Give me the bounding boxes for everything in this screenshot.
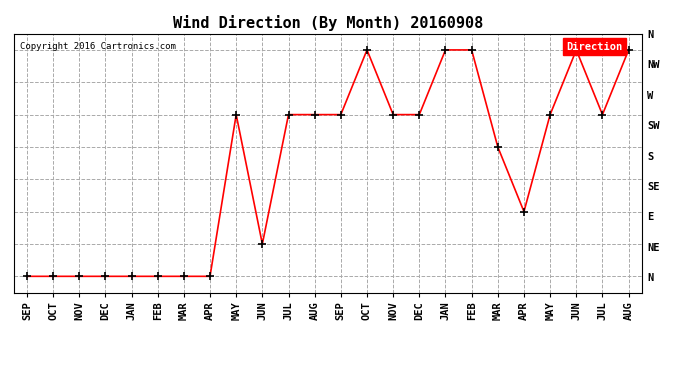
Text: Direction: Direction [566, 42, 623, 51]
Title: Wind Direction (By Month) 20160908: Wind Direction (By Month) 20160908 [172, 15, 483, 31]
Text: Copyright 2016 Cartronics.com: Copyright 2016 Cartronics.com [20, 42, 176, 51]
